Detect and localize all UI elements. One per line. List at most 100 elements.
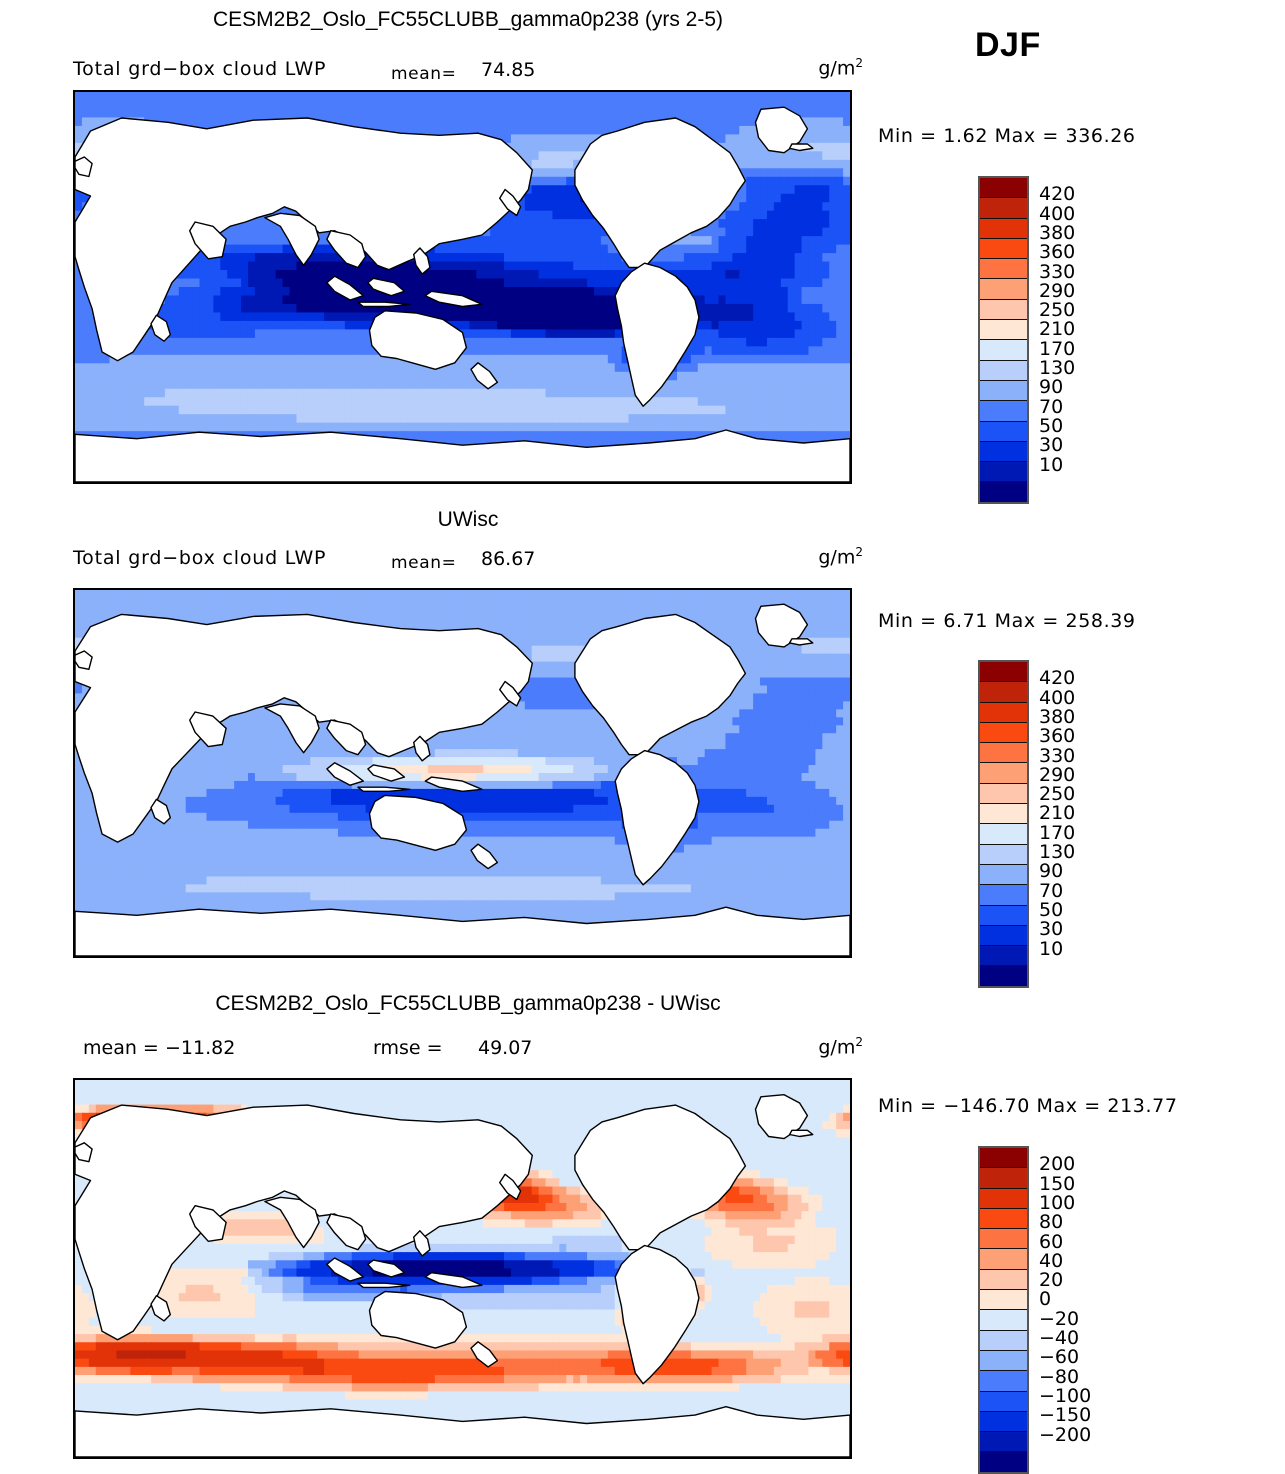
mean-label-difference: mean = [83,1037,159,1059]
colorbar-tick-label: 60 [1039,1233,1063,1252]
colorbar-cell [980,1350,1027,1370]
colorbar-cell [980,1188,1027,1208]
colorbar-cell [980,905,1027,925]
map-canvas [75,1080,850,1457]
colorbar-cell [980,481,1027,501]
subheader-obs: Total grd−box cloud LWP mean= 86.67 g/m2 [73,545,863,575]
colorbar-tick-label: 150 [1039,1175,1075,1194]
colorbar-cell [980,884,1027,904]
colorbar-tick-label: 70 [1039,398,1063,417]
colorbar-swatches [978,660,1029,988]
mean-value-model: 74.85 [481,59,535,81]
colorbar-cell [980,823,1027,843]
minmax-model: Min = 1.62 Max = 336.26 [878,125,1136,147]
colorbar-tick-label: 30 [1039,920,1063,939]
colorbar-tick-label: −150 [1039,1406,1091,1425]
colorbar-cell [980,238,1027,258]
colorbar-tick-label: 200 [1039,1155,1075,1174]
colorbar-tick-label: 400 [1039,205,1075,224]
colorbar-cell [980,400,1027,420]
colorbar-cell [980,278,1027,298]
season-label: DJF [975,26,1041,65]
colorbar-tick-label: 290 [1039,282,1075,301]
colorbar-tick-label: −20 [1039,1310,1079,1329]
colorbar-tick-label: 330 [1039,747,1075,766]
colorbar-tick-label: 380 [1039,224,1075,243]
field-label-model: Total grd−box cloud LWP [73,58,326,80]
colorbar-cell [980,742,1027,762]
colorbar-cell [980,299,1027,319]
colorbar-tick-label: 360 [1039,243,1075,262]
colorbar-cell [980,380,1027,400]
colorbar-cell [980,1269,1027,1289]
colorbar-cell [980,1228,1027,1248]
colorbar-tick-label: 100 [1039,1194,1075,1213]
colorbar-tick-label: 70 [1039,882,1063,901]
colorbar-tick-label: 50 [1039,417,1063,436]
colorbar-cell [980,178,1027,197]
mean-label-model: mean= [391,64,456,84]
colorbar-cell [980,1248,1027,1268]
map-canvas [75,590,850,956]
minmax-obs: Min = 6.71 Max = 258.39 [878,610,1136,632]
subheader-model: Total grd−box cloud LWP mean= 74.85 g/m2 [73,56,863,86]
colorbar-cell [980,722,1027,742]
panel-title-obs: UWisc [73,508,863,532]
colorbar-cell [980,1309,1027,1329]
colorbar-cell [980,360,1027,380]
subheader-difference: mean = −11.82 rmse = 49.07 g/m2 [73,1035,863,1065]
panel-title-difference: CESM2B2_Oslo_FC55CLUBB_gamma0p238 - UWis… [73,992,863,1016]
units-label-model: g/m2 [818,56,863,79]
colorbar-tick-label: 290 [1039,766,1075,785]
colorbar-cell [980,1451,1027,1471]
colorbar-cell [980,218,1027,238]
colorbar-cell [980,945,1027,965]
colorbar-cell [980,1391,1027,1411]
colorbar-tick-label: 30 [1039,436,1063,455]
colorbar-cell [980,339,1027,359]
field-label-obs: Total grd−box cloud LWP [73,547,326,569]
colorbar-cell [980,1330,1027,1350]
colorbar-tick-label: 380 [1039,708,1075,727]
colorbar-tick-label: −100 [1039,1387,1091,1406]
colorbar-tick-label: 90 [1039,378,1063,397]
world-map-difference [73,1078,852,1459]
colorbar-cell [980,925,1027,945]
colorbar-cell [980,803,1027,823]
colorbar-tick-label: 210 [1039,804,1075,823]
colorbar-tick-label: 80 [1039,1213,1063,1232]
colorbar-tick-label: 170 [1039,824,1075,843]
colorbar-tick-label: 330 [1039,263,1075,282]
colorbar-cell [980,441,1027,461]
colorbar-cell [980,1289,1027,1309]
units-label-obs: g/m2 [818,545,863,568]
colorbar-cell [980,1148,1027,1167]
colorbar-tick-label: 420 [1039,185,1075,204]
colorbar-cell [980,1167,1027,1187]
colorbar-tick-label: 20 [1039,1271,1063,1290]
colorbar-tick-label: −40 [1039,1329,1079,1348]
colorbar-tick-label: 0 [1039,1290,1051,1309]
world-map-obs [73,588,852,958]
minmax-difference: Min = −146.70 Max = 213.77 [878,1095,1178,1117]
mean-label-obs: mean= [391,553,456,573]
colorbar-cell [980,1431,1027,1451]
colorbar-tick-label: −60 [1039,1348,1079,1367]
world-map-model [73,90,852,484]
colorbar-cell [980,844,1027,864]
colorbar-cell [980,762,1027,782]
colorbar-tick-label: 130 [1039,843,1075,862]
units-label-difference: g/m2 [818,1035,863,1058]
colorbar-cell [980,1411,1027,1431]
panel-title-model: CESM2B2_Oslo_FC55CLUBB_gamma0p238 (yrs 2… [73,8,863,32]
colorbar-cell [980,461,1027,481]
colorbar-cell [980,258,1027,278]
colorbar-cell [980,864,1027,884]
colorbar-swatches [978,176,1029,504]
colorbar-tick-label: 130 [1039,359,1075,378]
colorbar-tick-label: 250 [1039,301,1075,320]
colorbar-tick-label: −200 [1039,1426,1091,1445]
colorbar-tick-label: 40 [1039,1252,1063,1271]
colorbar-tick-label: 50 [1039,901,1063,920]
colorbar-swatches [978,1146,1029,1474]
